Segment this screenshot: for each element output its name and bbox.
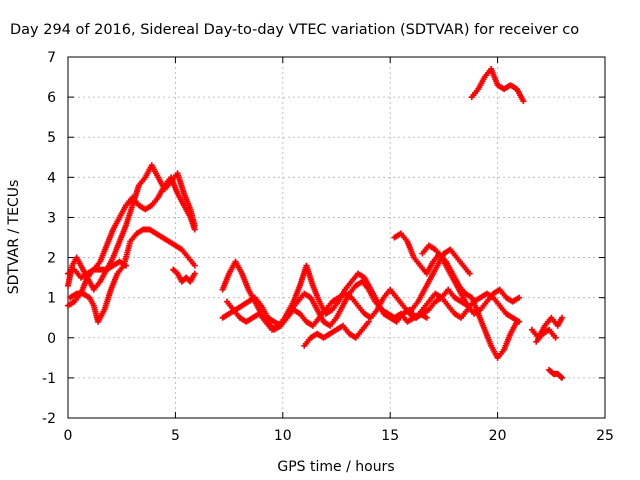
data-point: [516, 294, 523, 301]
data-point: [520, 98, 527, 105]
axis-ticks: 0 5 10 15 20 25 -2 -1 0 1 2 3 4 5 6 7: [42, 50, 614, 444]
series-s8: [223, 278, 430, 333]
data-series: [65, 66, 566, 381]
y-tick-label: 4: [47, 170, 56, 186]
data-point: [191, 262, 198, 269]
series-s3: [67, 226, 198, 325]
series-s14: [528, 314, 566, 341]
data-point: [191, 222, 198, 229]
data-point: [191, 270, 198, 277]
data-point: [552, 334, 559, 341]
series-s11: [419, 242, 523, 317]
data-point: [423, 314, 430, 321]
y-tick-label: 3: [47, 210, 56, 226]
x-tick-label: 25: [596, 428, 614, 444]
series-s4: [65, 258, 129, 281]
data-point: [513, 318, 520, 325]
y-tick-label: 2: [47, 251, 56, 267]
data-point: [559, 314, 566, 321]
series-s13: [468, 66, 527, 105]
x-tick-label: 0: [64, 428, 73, 444]
x-axis-label: GPS time / hours: [277, 459, 394, 475]
series-s9: [301, 318, 372, 349]
x-tick-label: 10: [274, 428, 292, 444]
x-tick-label: 15: [381, 428, 399, 444]
y-tick-label: 1: [47, 291, 56, 307]
y-tick-label: 5: [47, 130, 56, 146]
data-point: [365, 318, 372, 325]
data-point: [559, 374, 566, 381]
y-tick-label: 0: [47, 331, 56, 347]
x-tick-label: 20: [489, 428, 507, 444]
y-tick-label: -2: [42, 411, 56, 427]
y-tick-label: -1: [42, 371, 56, 387]
data-point: [557, 373, 564, 380]
y-tick-label: 6: [47, 90, 56, 106]
series-s15: [533, 326, 559, 345]
data-point: [122, 262, 129, 269]
x-tick-label: 5: [171, 428, 180, 444]
series-s16: [546, 366, 566, 381]
data-point: [466, 270, 473, 277]
series-s12: [408, 246, 473, 313]
grid: [68, 57, 605, 418]
plot-frame: [67, 56, 606, 419]
chart-title: Day 294 of 2016, Sidereal Day-to-day VTE…: [10, 22, 579, 38]
y-tick-label: 7: [47, 50, 56, 66]
y-axis-label: SDTVAR / TECUs: [6, 180, 22, 295]
series-s5: [170, 266, 198, 285]
data-point: [173, 269, 180, 276]
